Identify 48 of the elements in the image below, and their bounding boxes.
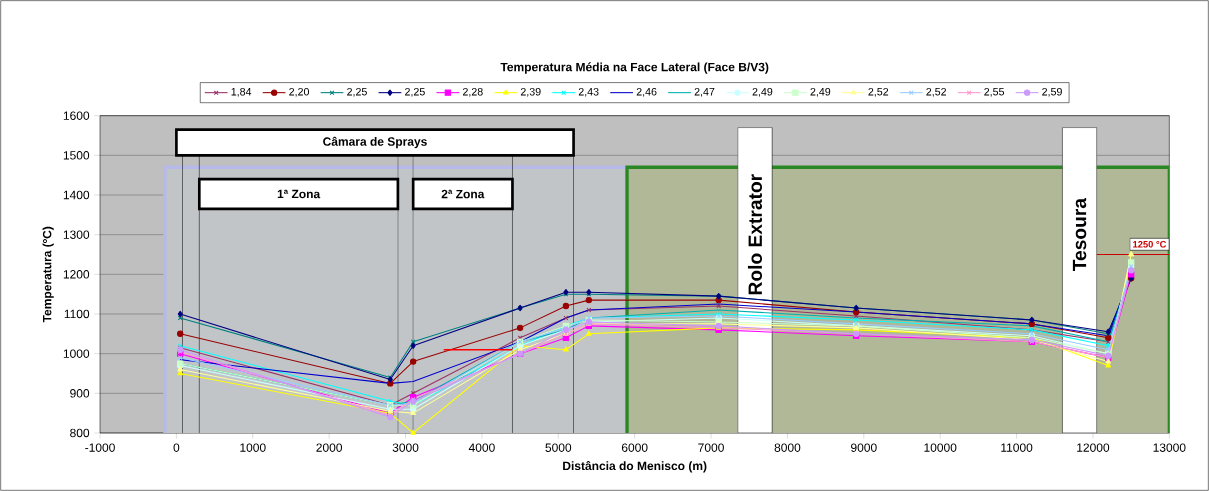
x-tick-label: 8000 (774, 443, 801, 452)
x-tick-label: 1000 (240, 443, 266, 452)
x-tick-label: -1000 (85, 443, 115, 452)
y-tick-label: 1400 (63, 190, 90, 200)
legend-label: 2,46 (636, 87, 657, 97)
x-axis-title: Distância do Menisco (m) (563, 461, 707, 473)
y-tick-label: 1300 (63, 230, 90, 239)
legend-label: 2,25 (405, 87, 425, 97)
legend-label: 2,39 (520, 87, 541, 97)
legend-label: 1,84 (231, 87, 252, 97)
band-label: Rolo Extrator (747, 174, 763, 295)
chart-title: Temperatura Média na Face Lateral (Face B/V3) (500, 62, 769, 74)
band-label: 1ª Zona (277, 189, 321, 199)
x-tick-label: 6000 (621, 443, 648, 452)
legend-label: 2,49 (810, 87, 831, 97)
y-tick-label: 1500 (63, 151, 90, 160)
y-tick-label: 900 (70, 389, 90, 398)
legend-label: 2,20 (289, 87, 310, 97)
legend-label: 2,55 (984, 87, 1005, 97)
y-tick-label: 1200 (63, 270, 90, 279)
x-tick-label: 0 (173, 443, 180, 452)
legend-label: 2,52 (868, 87, 889, 97)
x-tick-label: 2000 (316, 443, 343, 452)
legend-label: 2,28 (462, 87, 483, 97)
y-axis-title: Temperatura (ºC) (42, 226, 54, 323)
band-label: 2ª Zona (441, 189, 485, 199)
band-label: Câmara de Sprays (323, 136, 427, 149)
y-tick-label: 800 (70, 428, 90, 438)
legend-label: 2,49 (752, 87, 773, 97)
x-tick-label: 4000 (468, 443, 495, 452)
x-tick-label: 12000 (1077, 443, 1110, 452)
x-tick-label: 13000 (1153, 443, 1186, 452)
x-tick-label: 9000 (851, 443, 877, 452)
legend-label: 2,59 (1042, 87, 1062, 97)
legend-label: 2,43 (578, 87, 599, 97)
y-tick-label: 1600 (63, 111, 90, 120)
ref-line-label: 1250 °C (1133, 241, 1167, 248)
legend-label: 2,25 (347, 87, 367, 97)
legend-label: 2,47 (694, 87, 715, 97)
y-tick-label: 1100 (64, 309, 90, 319)
legend-label: 2,52 (926, 87, 947, 97)
band-label: Tesoura (1072, 197, 1087, 272)
y-tick-label: 1000 (63, 349, 90, 358)
x-tick-label: 5000 (545, 443, 572, 452)
x-tick-label: 7000 (698, 443, 724, 452)
x-tick-label: 11000 (1001, 443, 1033, 452)
x-tick-label: 3000 (392, 443, 419, 452)
x-tick-label: 10000 (924, 443, 957, 452)
